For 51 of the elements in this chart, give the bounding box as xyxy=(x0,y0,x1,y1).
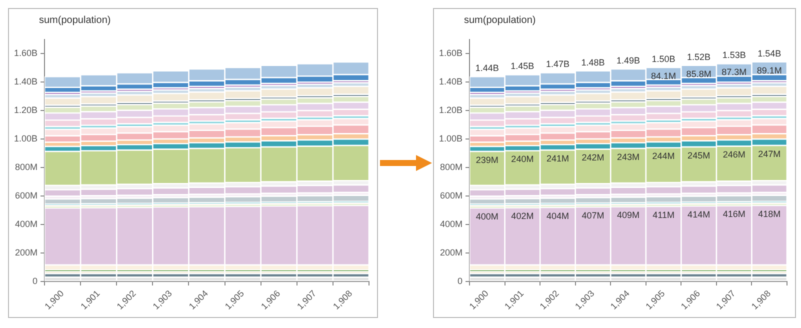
data-label: 416M xyxy=(722,209,746,220)
data-label: 84.1M xyxy=(651,70,676,81)
data-label: 402M xyxy=(511,211,534,222)
total-label: 1.54B xyxy=(758,48,782,58)
y-tick-label: 0 xyxy=(458,276,463,286)
data-label: 418M xyxy=(758,208,781,219)
data-label: 89.1M xyxy=(756,65,782,76)
data-label: 240M xyxy=(511,154,534,164)
y-tick-label: 400M xyxy=(440,218,463,229)
total-label: 1.53B xyxy=(722,50,746,60)
y-axis-title: sum(population) xyxy=(464,15,536,26)
data-label: 246M xyxy=(722,150,746,160)
y-tick-label: 1.20B xyxy=(438,105,463,116)
data-label: 87.3M xyxy=(722,67,747,78)
y-tick-label: 1.40B xyxy=(14,76,38,87)
data-label: 404M xyxy=(546,210,569,221)
y-tick-label: 1.60B xyxy=(438,48,463,58)
y-tick-label: 400M xyxy=(15,218,38,229)
data-label: 239M xyxy=(476,154,498,165)
y-tick-label: 1.60B xyxy=(14,48,38,58)
y-tick-label: 200M xyxy=(440,247,463,258)
y-tick-label: 1.40B xyxy=(438,76,463,87)
data-label: 244M xyxy=(652,151,675,162)
data-label: 85.8M xyxy=(686,68,712,79)
y-tick-label: 600M xyxy=(440,190,463,200)
data-label: 407M xyxy=(582,210,604,220)
y-tick-label: 800M xyxy=(440,162,463,172)
y-tick-label: 200M xyxy=(15,247,38,258)
data-label: 242M xyxy=(582,152,604,163)
data-label: 245M xyxy=(688,150,710,160)
y-tick-label: 600M xyxy=(15,190,38,200)
data-label: 400M xyxy=(476,211,498,222)
y-tick-label: 1.20B xyxy=(14,105,38,116)
y-tick-label: 0 xyxy=(32,276,38,286)
total-label: 1.44B xyxy=(475,63,499,74)
data-label: 241M xyxy=(546,154,569,164)
data-label: 247M xyxy=(758,148,781,159)
total-label: 1.50B xyxy=(652,54,676,64)
y-axis-title: sum(population) xyxy=(39,15,111,26)
data-label: 414M xyxy=(688,209,710,220)
total-label: 1.49B xyxy=(616,56,640,66)
total-label: 1.45B xyxy=(510,61,534,72)
data-label: 411M xyxy=(652,210,674,220)
data-label: 243M xyxy=(617,152,640,162)
total-label: 1.48B xyxy=(581,57,605,68)
total-label: 1.52B xyxy=(687,52,711,62)
data-label: 409M xyxy=(617,210,640,220)
y-tick-label: 1.00B xyxy=(14,134,38,144)
total-label: 1.47B xyxy=(546,59,570,70)
y-tick-label: 800M xyxy=(15,162,38,172)
y-tick-label: 1.00B xyxy=(438,134,463,144)
